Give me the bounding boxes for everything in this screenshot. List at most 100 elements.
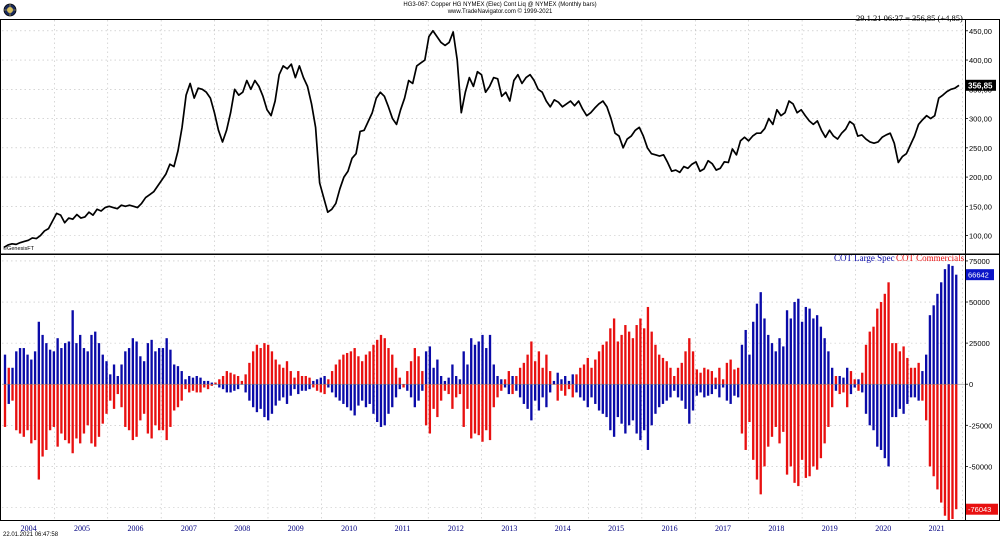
commercials-bar xyxy=(45,384,48,450)
commercials-bar xyxy=(740,384,744,434)
commercials-bar xyxy=(97,384,101,437)
large-spec-bar xyxy=(710,384,714,395)
commercials-bar xyxy=(646,306,650,385)
commercials-bar xyxy=(616,341,620,385)
commercials-bar xyxy=(917,362,920,385)
large-spec-bar xyxy=(699,384,702,393)
commercials-bar xyxy=(75,384,78,439)
commercials-bar xyxy=(594,359,597,385)
large-spec-bar xyxy=(233,384,236,391)
commercials-bar xyxy=(909,367,913,385)
large-spec-bar xyxy=(522,384,526,404)
large-spec-bar xyxy=(755,303,759,385)
large-spec-bar xyxy=(334,384,338,398)
commercials-bar xyxy=(304,375,307,385)
commercials-bar xyxy=(481,384,484,442)
large-spec-bar xyxy=(575,384,578,393)
commercials-bar xyxy=(846,384,849,408)
price-panel-frame xyxy=(0,19,1000,255)
copyright-watermark: ©GenesisFT xyxy=(3,246,34,252)
commercials-bar xyxy=(699,372,702,385)
commercials-bar xyxy=(830,384,834,408)
commercials-bar xyxy=(571,384,574,398)
commercials-bar xyxy=(744,384,747,450)
cot-y-tick-label: 75000 xyxy=(969,257,990,266)
timestamp: 22.01.2021 06:47:58 xyxy=(3,532,59,538)
large-spec-bar xyxy=(703,384,706,398)
large-spec-bar xyxy=(718,384,721,398)
commercials-last-value-label: -76043 xyxy=(968,505,991,514)
legend-commercials: COT Commercials xyxy=(896,253,965,263)
commercials-bar xyxy=(842,384,845,393)
large-spec-bar xyxy=(345,384,349,408)
commercials-bar xyxy=(327,379,330,385)
large-spec-bar xyxy=(789,318,792,385)
commercials-bar xyxy=(631,338,635,385)
commercials-bar xyxy=(718,367,721,385)
large-spec-bar xyxy=(556,372,559,385)
price-y-tick-label: 250,00 xyxy=(969,144,992,153)
large-spec-bar xyxy=(951,265,954,385)
large-spec-bar xyxy=(473,344,477,385)
large-spec-bar xyxy=(898,384,902,409)
commercials-bar xyxy=(567,384,571,390)
commercials-bar xyxy=(537,351,541,385)
commercials-bar xyxy=(876,308,879,385)
commercials-bar xyxy=(612,318,616,385)
commercials-bar xyxy=(342,354,345,385)
commercials-bar xyxy=(458,384,462,395)
large-spec-bar xyxy=(808,308,811,385)
commercials-bar xyxy=(30,384,33,444)
commercials-bar xyxy=(451,384,454,409)
commercials-bar xyxy=(259,348,262,385)
commercials-bar xyxy=(868,331,871,385)
commercials-bar xyxy=(575,374,578,385)
commercials-bar xyxy=(221,375,225,385)
commercials-bar xyxy=(379,334,383,385)
commercials-bar xyxy=(620,334,623,385)
large-spec-bar xyxy=(955,274,958,385)
commercials-bar xyxy=(582,364,586,385)
large-spec-bar xyxy=(748,354,751,385)
large-spec-bar xyxy=(394,384,398,398)
large-spec-bar xyxy=(706,384,710,396)
large-spec-bar xyxy=(101,354,104,385)
commercials-bar xyxy=(424,384,428,426)
large-spec-bar xyxy=(601,384,604,414)
large-spec-bar xyxy=(567,380,571,385)
large-spec-bar xyxy=(616,384,620,418)
large-spec-bar xyxy=(853,384,856,388)
commercials-bar xyxy=(421,371,424,385)
commercials-bar xyxy=(131,384,135,441)
large-spec-bar xyxy=(564,375,567,385)
large-spec-bar xyxy=(154,351,157,385)
large-spec-bar xyxy=(75,343,78,385)
x-tick-label: 2012 xyxy=(448,524,464,533)
large-spec-bar xyxy=(549,384,552,393)
cot-panel-frame xyxy=(0,254,1000,521)
large-spec-bar xyxy=(109,374,112,385)
large-spec-bar xyxy=(342,384,345,404)
large-spec-bar xyxy=(278,384,281,401)
commercials-last-value-tag xyxy=(966,503,998,515)
large-spec-bar xyxy=(714,384,717,390)
large-spec-bar xyxy=(537,384,541,411)
large-spec-bar xyxy=(733,384,736,396)
commercials-bar xyxy=(605,341,608,385)
commercials-bar xyxy=(274,359,277,385)
large-spec-bar xyxy=(725,384,729,401)
commercials-bar xyxy=(804,384,808,478)
cot-y-tick-label: 50000 xyxy=(969,298,990,307)
large-spec-bar xyxy=(86,351,89,385)
commercials-bar xyxy=(609,328,612,385)
commercials-bar xyxy=(146,384,150,434)
commercials-bar xyxy=(349,351,353,385)
large-spec-bar xyxy=(218,384,221,388)
commercials-bar xyxy=(387,348,390,385)
commercials-bar xyxy=(368,351,371,385)
commercials-bar xyxy=(488,384,492,441)
large-spec-bar xyxy=(511,375,514,385)
large-spec-bar xyxy=(774,351,777,385)
large-spec-bar xyxy=(586,384,589,408)
commercials-bar xyxy=(590,367,593,385)
